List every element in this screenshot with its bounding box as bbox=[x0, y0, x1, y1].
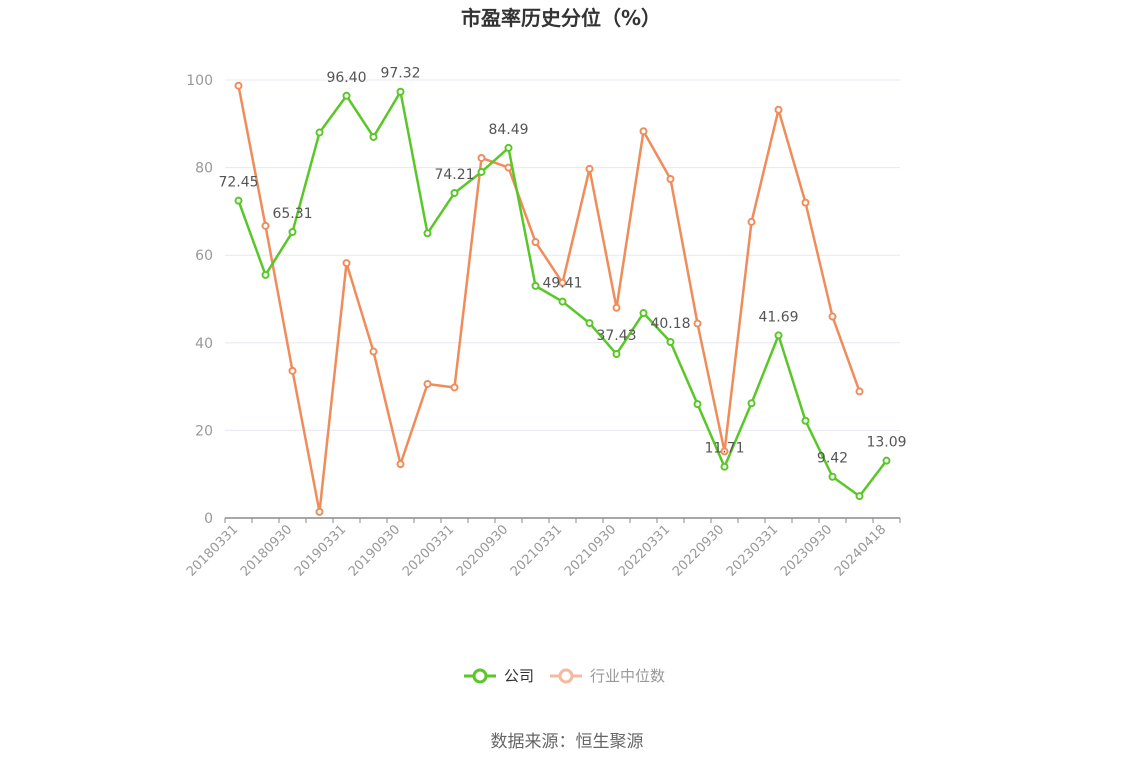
x-tick-label-20200930: 20200930 bbox=[454, 522, 511, 579]
legend-marker-company bbox=[472, 668, 488, 684]
data-point-company-20210930 bbox=[612, 350, 621, 359]
data-point-industry-20190930 bbox=[396, 460, 405, 469]
data-point-industry-20190331 bbox=[342, 259, 351, 268]
data-point-industry-20180331 bbox=[234, 81, 243, 90]
data-point-industry-20190630 bbox=[369, 347, 378, 356]
data-point-company-20210331 bbox=[558, 297, 567, 306]
data-point-company-20180930 bbox=[288, 227, 297, 236]
x-tick-label-20200331: 20200331 bbox=[400, 522, 457, 579]
data-point-industry-20221231 bbox=[747, 217, 756, 226]
legend-label-industry: 行业中位数 bbox=[590, 667, 665, 685]
data-label-20190331: 96.40 bbox=[326, 70, 366, 86]
y-tick-label-100: 100 bbox=[186, 73, 213, 89]
data-label-20180930: 65.31 bbox=[272, 206, 312, 222]
data-label-20180331: 72.45 bbox=[218, 175, 258, 191]
chart-title: 市盈率历史分位（%） bbox=[461, 6, 661, 30]
data-point-company-20190930 bbox=[396, 87, 405, 96]
data-point-company-20211231 bbox=[639, 309, 648, 318]
x-tick-label-20230331: 20230331 bbox=[724, 522, 781, 579]
data-label-20220331: 40.18 bbox=[650, 316, 690, 332]
legend: 公司 行业中位数 bbox=[464, 667, 665, 685]
data-point-company-20190630 bbox=[369, 132, 378, 141]
data-point-industry-20201231 bbox=[531, 238, 540, 247]
data-point-company-20191231 bbox=[423, 229, 432, 238]
x-tick-label-20180331: 20180331 bbox=[184, 522, 241, 579]
x-tick-label-20230930: 20230930 bbox=[778, 522, 835, 579]
x-tick-label-20190930: 20190930 bbox=[346, 522, 403, 579]
data-point-company-20210630 bbox=[585, 319, 594, 328]
data-point-industry-20200630 bbox=[477, 153, 486, 162]
data-point-company-20190331 bbox=[342, 91, 351, 100]
data-point-company-20180331 bbox=[234, 196, 243, 205]
y-tick-label-60: 60 bbox=[195, 248, 213, 264]
data-point-company-20230930 bbox=[828, 472, 837, 481]
data-point-industry-20191231 bbox=[423, 379, 432, 388]
data-point-industry-20200331 bbox=[450, 383, 459, 392]
axes: 0 20 40 60 80 100 2018033120180930201903312019… bbox=[184, 73, 901, 580]
data-point-company-20201231 bbox=[531, 281, 540, 290]
data-point-industry-20180630 bbox=[261, 221, 270, 230]
data-point-company-20181231 bbox=[315, 128, 324, 137]
data-label-20220930: 11.71 bbox=[704, 441, 744, 457]
data-point-company-20220930 bbox=[720, 462, 729, 471]
x-tick-label-20210331: 20210331 bbox=[508, 522, 565, 579]
data-point-company-20230630 bbox=[801, 416, 810, 425]
data-label-20200930: 84.49 bbox=[488, 122, 528, 138]
data-point-company-20220331 bbox=[666, 338, 675, 347]
data-point-company-20240418 bbox=[882, 456, 891, 465]
series-line-industry bbox=[237, 85, 861, 514]
data-label-20200331: 74.21 bbox=[434, 167, 474, 183]
series-layer bbox=[234, 81, 891, 516]
data-point-industry-20210630 bbox=[585, 164, 594, 173]
series-line-company bbox=[237, 90, 888, 498]
data-label-20190930: 97.32 bbox=[380, 66, 420, 82]
y-tick-label-20: 20 bbox=[195, 423, 213, 439]
data-point-industry-20230930 bbox=[828, 312, 837, 321]
data-point-industry-20220331 bbox=[666, 174, 675, 183]
data-label-20210930: 37.43 bbox=[596, 328, 636, 344]
data-point-industry-20211231 bbox=[639, 127, 648, 136]
data-point-company-20180630 bbox=[261, 270, 270, 279]
data-point-company-20230331 bbox=[774, 331, 783, 340]
data-point-company-20200930 bbox=[504, 143, 513, 152]
source-text: 数据来源：恒生聚源 bbox=[491, 732, 644, 752]
y-tick-label-40: 40 bbox=[195, 336, 213, 352]
data-point-industry-20231231 bbox=[855, 387, 864, 396]
data-label-20230930: 9.42 bbox=[817, 451, 848, 467]
data-labels: 72.45 65.31 96.40 97.32 74.21 84.49 49.41 37.43… bbox=[218, 66, 906, 467]
x-tick-label-20210930: 20210930 bbox=[562, 522, 619, 579]
data-point-industry-20181231 bbox=[315, 507, 324, 516]
data-point-industry-20210930 bbox=[612, 303, 621, 312]
data-label-20240418: 13.09 bbox=[866, 435, 906, 451]
y-tick-label-80: 80 bbox=[195, 161, 213, 177]
legend-item-company[interactable]: 公司 bbox=[464, 667, 534, 685]
legend-label-company: 公司 bbox=[504, 667, 534, 685]
legend-marker-industry bbox=[558, 668, 574, 684]
data-label-20210331: 49.41 bbox=[542, 276, 582, 292]
data-point-company-20221231 bbox=[747, 399, 756, 408]
data-point-company-20231231 bbox=[855, 492, 864, 501]
data-point-industry-20180930 bbox=[288, 366, 297, 375]
data-point-company-20220630 bbox=[693, 400, 702, 409]
data-point-company-20200331 bbox=[450, 188, 459, 197]
data-point-industry-20210331 bbox=[558, 278, 567, 287]
data-point-industry-20230331 bbox=[774, 105, 783, 114]
data-point-industry-20230630 bbox=[801, 198, 810, 207]
data-point-industry-20220630 bbox=[693, 319, 702, 328]
x-tick-label-20220930: 20220930 bbox=[670, 522, 727, 579]
data-point-company-20200630 bbox=[477, 167, 486, 176]
x-tick-label-20240418: 20240418 bbox=[832, 522, 889, 579]
grid bbox=[225, 79, 900, 431]
data-point-industry-20200930 bbox=[504, 163, 513, 172]
x-tick-label-20190331: 20190331 bbox=[292, 522, 349, 579]
y-tick-label-0: 0 bbox=[204, 511, 213, 527]
data-point-industry-20220930 bbox=[720, 447, 729, 456]
x-tick-label-20220331: 20220331 bbox=[616, 522, 673, 579]
data-label-20230331: 41.69 bbox=[758, 309, 798, 325]
x-tick-label-20180930: 20180930 bbox=[238, 522, 295, 579]
legend-item-industry[interactable]: 行业中位数 bbox=[550, 667, 665, 685]
